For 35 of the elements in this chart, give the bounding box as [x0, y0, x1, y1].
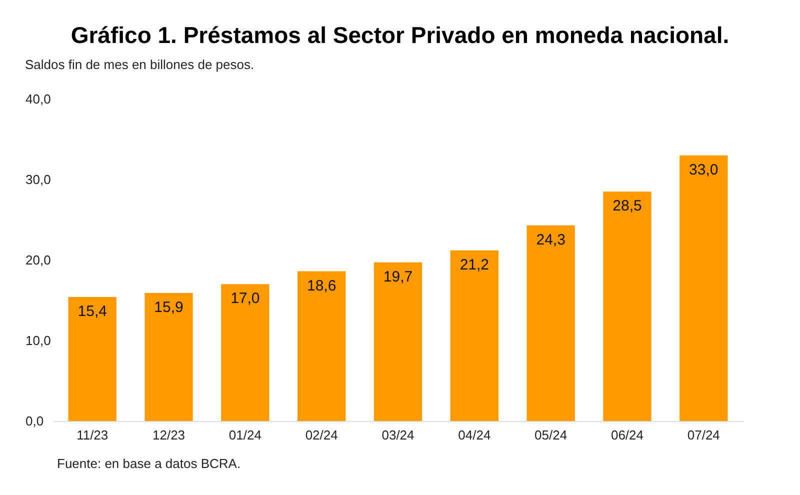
- bar: [298, 271, 346, 421]
- x-tick-label: 06/24: [610, 428, 644, 442]
- data-label: 28,5: [612, 198, 642, 215]
- y-tick-label: 10,0: [26, 333, 51, 348]
- data-label: 17,0: [230, 290, 260, 308]
- data-label: 19,7: [383, 268, 413, 286]
- x-tick-label: 05/24: [534, 428, 568, 442]
- bar: [526, 225, 575, 421]
- data-label: 21,2: [460, 256, 490, 274]
- data-label: 15,4: [78, 303, 107, 320]
- x-tick-label: 11/23: [76, 428, 108, 442]
- y-tick-label: 40,0: [26, 92, 51, 106]
- bar: [68, 297, 116, 421]
- bar: [144, 293, 193, 421]
- bar: [374, 262, 422, 421]
- x-tick-label: 01/24: [228, 428, 262, 442]
- x-tick-label: 02/24: [305, 428, 338, 442]
- bar: [221, 284, 270, 421]
- y-tick-label: 0,0: [26, 414, 44, 428]
- data-label: 24,3: [536, 231, 566, 248]
- y-tick-label: 20,0: [26, 252, 51, 268]
- x-tick-label: 03/24: [382, 428, 414, 442]
- source-note: Fuente: en base a datos BCRA.: [57, 456, 241, 471]
- chart-subtitle: Saldos fin de mes en billones de pesos.: [25, 57, 254, 72]
- bar: [450, 250, 498, 421]
- x-tick-label: 07/24: [687, 428, 720, 442]
- x-tick-label: 04/24: [458, 428, 491, 442]
- data-label: 15,9: [154, 299, 184, 316]
- bar: [680, 155, 728, 421]
- chart-title: Gráfico 1. Préstamos al Sector Privado en moneda nacional.: [70, 22, 730, 49]
- y-tick-label: 30,0: [26, 172, 51, 187]
- bar: [603, 192, 652, 421]
- data-label: 18,6: [306, 277, 336, 294]
- data-label: 33,0: [689, 161, 718, 178]
- x-tick-label: 12/23: [152, 428, 186, 442]
